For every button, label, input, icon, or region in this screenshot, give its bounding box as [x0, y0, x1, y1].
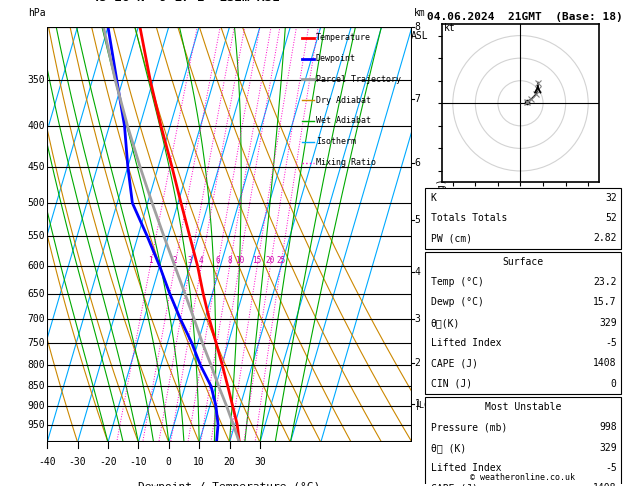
Text: 7: 7: [415, 94, 420, 104]
Text: 2.82: 2.82: [593, 233, 616, 243]
Text: 8: 8: [228, 256, 232, 265]
Text: 25: 25: [276, 256, 286, 265]
Text: -30: -30: [69, 457, 86, 467]
Text: θᴄ(K): θᴄ(K): [431, 318, 460, 328]
Text: 550: 550: [27, 231, 45, 241]
Text: θᴄ (K): θᴄ (K): [431, 443, 466, 452]
Text: Temperature: Temperature: [316, 34, 371, 42]
Text: 850: 850: [27, 381, 45, 391]
Text: © weatheronline.co.uk: © weatheronline.co.uk: [470, 473, 575, 482]
Text: hPa: hPa: [28, 8, 45, 18]
Text: 23.2: 23.2: [593, 277, 616, 287]
Text: 950: 950: [27, 419, 45, 430]
Text: 30: 30: [254, 457, 266, 467]
Text: Dry Adiabat: Dry Adiabat: [316, 96, 371, 104]
Text: Dewpoint: Dewpoint: [316, 54, 356, 63]
Text: Surface: Surface: [502, 257, 543, 267]
Text: K: K: [431, 193, 437, 203]
Text: 15.7: 15.7: [593, 297, 616, 308]
Text: 32: 32: [605, 193, 616, 203]
Text: Parcel Trajectory: Parcel Trajectory: [316, 75, 401, 84]
Text: Lifted Index: Lifted Index: [431, 338, 501, 348]
Text: 2: 2: [172, 256, 177, 265]
Text: 20: 20: [265, 256, 275, 265]
Text: Dewpoint / Temperature (°C): Dewpoint / Temperature (°C): [138, 482, 321, 486]
Text: Lifted Index: Lifted Index: [431, 463, 501, 473]
Text: 998: 998: [599, 422, 616, 433]
Text: 500: 500: [27, 198, 45, 208]
Text: 5: 5: [415, 215, 420, 225]
Text: 329: 329: [599, 443, 616, 452]
Text: |LCL: |LCL: [415, 401, 435, 410]
Text: Mixing Ratio (g/kg): Mixing Ratio (g/kg): [437, 179, 447, 290]
Text: 450: 450: [27, 162, 45, 172]
Text: CIN (J): CIN (J): [431, 379, 472, 389]
Text: 900: 900: [27, 401, 45, 411]
Text: 329: 329: [599, 318, 616, 328]
Text: 650: 650: [27, 289, 45, 298]
Text: Temp (°C): Temp (°C): [431, 277, 484, 287]
Text: 10: 10: [235, 256, 244, 265]
Text: CAPE (J): CAPE (J): [431, 484, 477, 486]
Text: 52: 52: [605, 213, 616, 223]
Text: km: km: [414, 8, 425, 18]
Text: PW (cm): PW (cm): [431, 233, 472, 243]
Text: Wet Adiabat: Wet Adiabat: [316, 117, 371, 125]
Text: Most Unstable: Most Unstable: [484, 402, 561, 412]
Text: Totals Totals: Totals Totals: [431, 213, 507, 223]
Text: kt: kt: [444, 23, 455, 33]
Text: -10: -10: [130, 457, 147, 467]
Text: 1: 1: [415, 399, 420, 409]
Bar: [425, 397, 621, 486]
Text: 15: 15: [253, 256, 262, 265]
Text: 0: 0: [166, 457, 172, 467]
Text: 700: 700: [27, 314, 45, 324]
Text: 45°26'N  9°17'E  132m ASL: 45°26'N 9°17'E 132m ASL: [92, 0, 279, 4]
Text: 800: 800: [27, 360, 45, 370]
Text: Dewp (°C): Dewp (°C): [431, 297, 484, 308]
Text: ASL: ASL: [411, 31, 428, 41]
Text: 1408: 1408: [593, 358, 616, 368]
Text: Isotherm: Isotherm: [316, 137, 356, 146]
Text: CAPE (J): CAPE (J): [431, 358, 477, 368]
Text: 3: 3: [188, 256, 192, 265]
Text: 8: 8: [415, 22, 420, 32]
Text: 4: 4: [415, 267, 420, 277]
Text: 600: 600: [27, 261, 45, 271]
Text: 10: 10: [193, 457, 205, 467]
Text: -40: -40: [38, 457, 56, 467]
Text: 1: 1: [148, 256, 153, 265]
Text: -20: -20: [99, 457, 117, 467]
Text: -5: -5: [605, 338, 616, 348]
Text: 750: 750: [27, 338, 45, 348]
Text: 1408: 1408: [593, 484, 616, 486]
Text: 2: 2: [415, 358, 420, 368]
Text: 6: 6: [415, 158, 420, 168]
Text: 4: 4: [199, 256, 204, 265]
Text: -5: -5: [605, 463, 616, 473]
Bar: [425, 252, 621, 394]
Text: 0: 0: [611, 379, 616, 389]
Text: 350: 350: [27, 75, 45, 85]
Bar: [425, 188, 621, 249]
Text: Pressure (mb): Pressure (mb): [431, 422, 507, 433]
Text: 6: 6: [215, 256, 220, 265]
Text: Mixing Ratio: Mixing Ratio: [316, 158, 376, 167]
Text: 20: 20: [224, 457, 235, 467]
Text: 400: 400: [27, 121, 45, 131]
Text: 04.06.2024  21GMT  (Base: 18): 04.06.2024 21GMT (Base: 18): [427, 12, 623, 22]
Text: 3: 3: [415, 314, 420, 324]
